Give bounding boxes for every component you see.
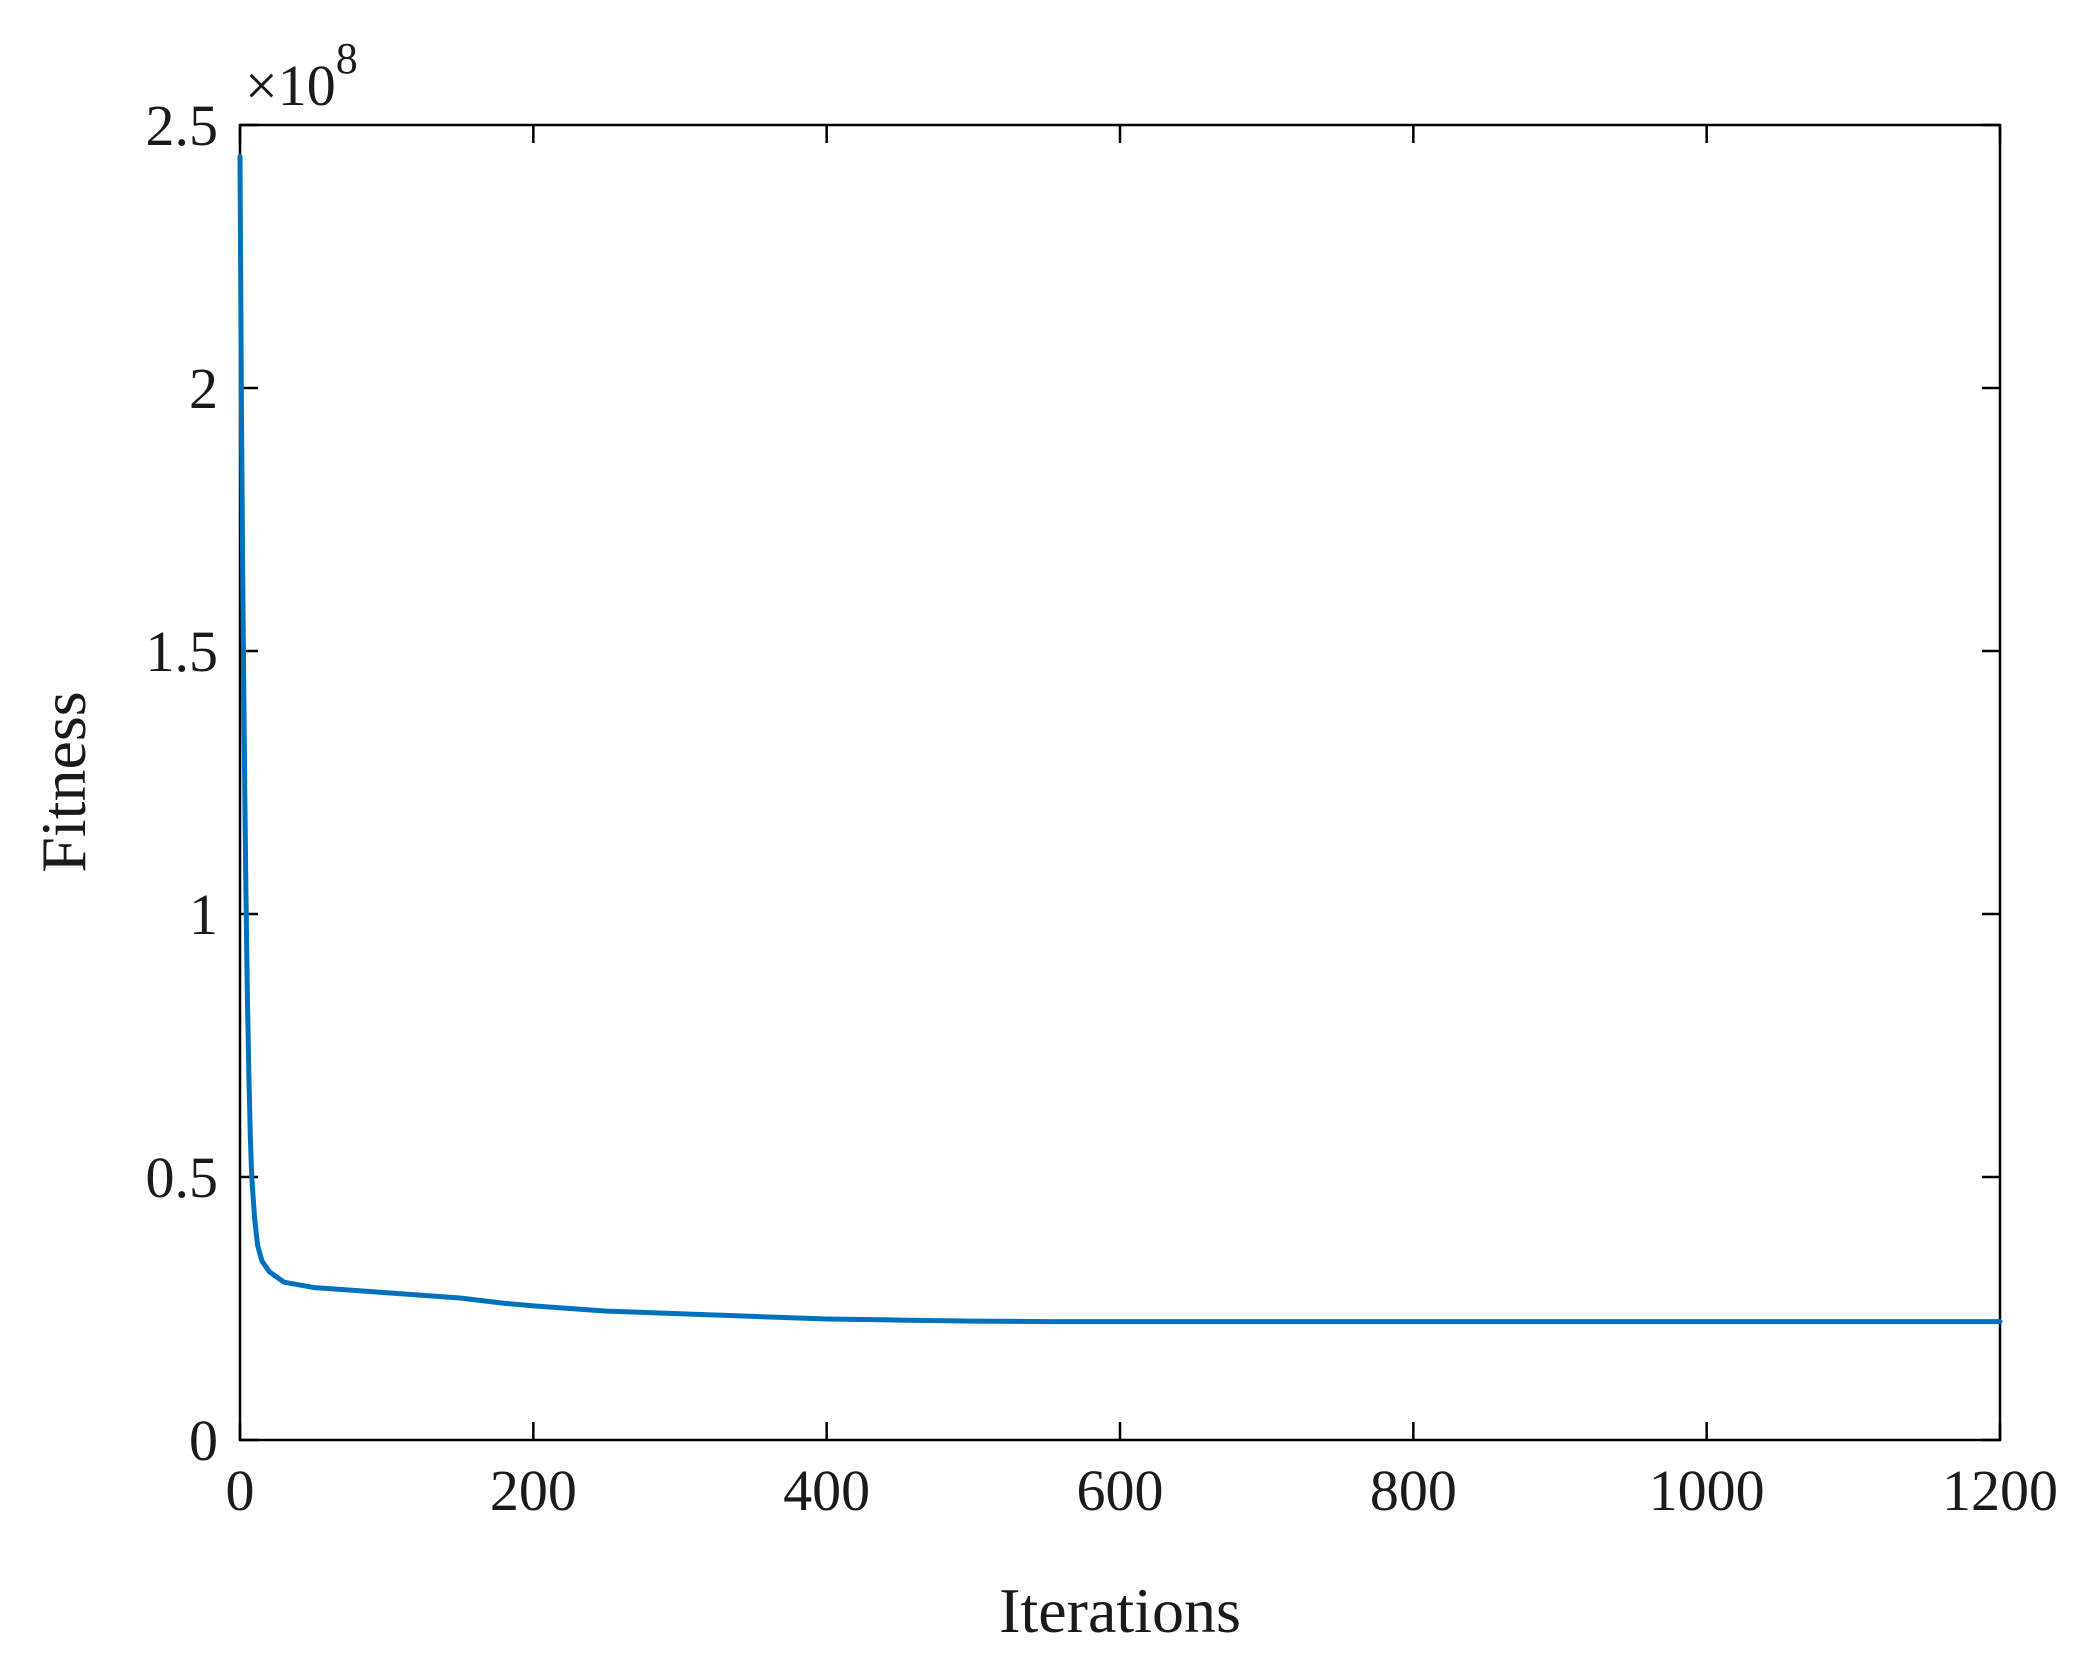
series-line-0 xyxy=(237,154,2003,1325)
y-tick-label-0: 0 xyxy=(189,1408,218,1473)
y-tick-label-1: 1 xyxy=(189,882,218,947)
x-tick-label-0: 0 xyxy=(226,1458,255,1523)
plot-area-box xyxy=(238,123,2002,1442)
y-tick-label-0.5: 0.5 xyxy=(146,1145,219,1210)
x-tick-label-800: 800 xyxy=(1370,1458,1457,1523)
x-tick-label-200: 200 xyxy=(490,1458,577,1523)
x-tick-label-1000: 1000 xyxy=(1649,1458,1765,1523)
x-axis-label: Iterations xyxy=(999,1575,1241,1646)
y-exponent-label: ×108 xyxy=(245,34,358,118)
y-exponent-power: 8 xyxy=(336,34,358,83)
x-tick-label-600: 600 xyxy=(1077,1458,1164,1523)
y-tick-label-1.5: 1.5 xyxy=(146,619,219,684)
y-exponent-base: ×10 xyxy=(245,53,336,118)
series-group xyxy=(237,154,2003,1325)
y-tick-label-2.5: 2.5 xyxy=(146,93,219,158)
x-tick-label-1200: 1200 xyxy=(1942,1458,2058,1523)
y-tick-label-2: 2 xyxy=(189,356,218,421)
x-tick-label-400: 400 xyxy=(783,1458,870,1523)
y-axis-ticks: 0 0.5 1 1.5 2 2.5 xyxy=(146,93,2000,1473)
x-axis-ticks: 0 200 400 600 800 1000 1200 xyxy=(226,125,2058,1523)
y-axis-label: Fitness xyxy=(28,691,99,872)
